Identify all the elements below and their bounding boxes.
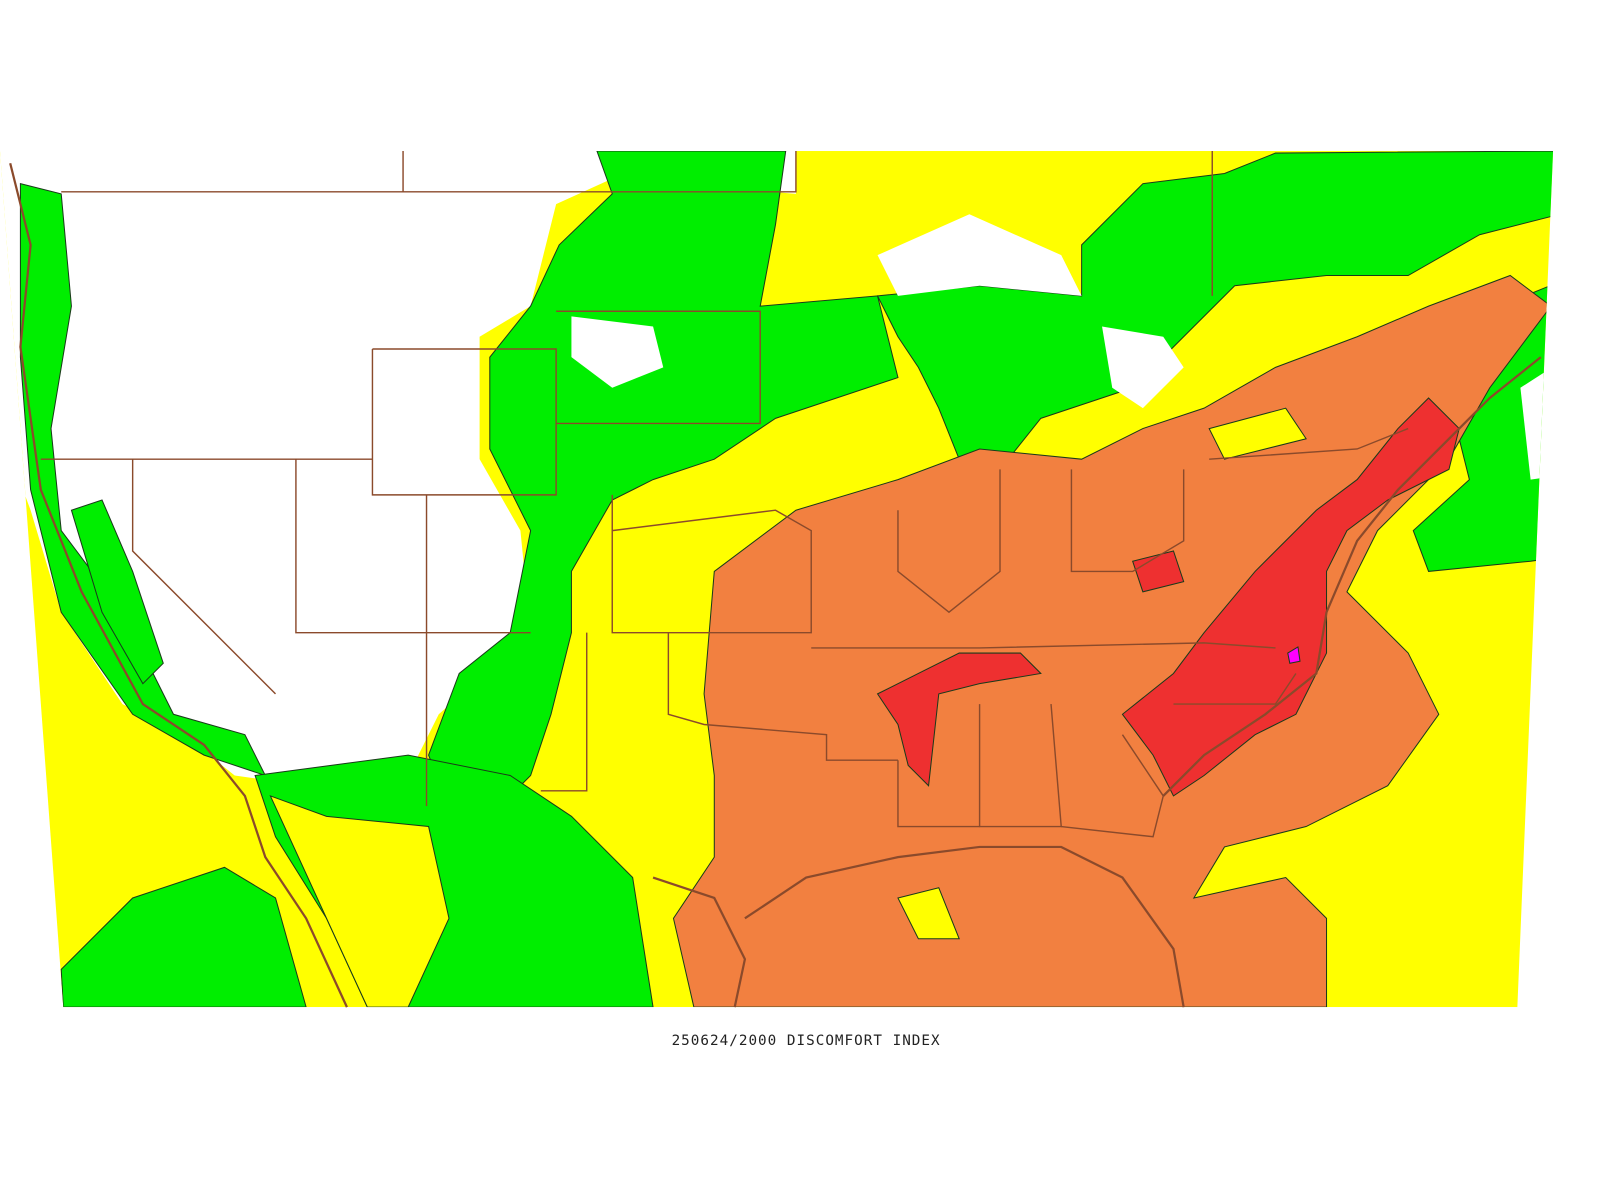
zone-yellow xyxy=(269,795,450,1008)
zone-green xyxy=(876,151,1554,470)
border xyxy=(403,151,797,193)
zone-green xyxy=(428,151,899,817)
zone-orange xyxy=(672,274,1552,1008)
zone-none xyxy=(0,151,796,786)
border xyxy=(540,632,588,792)
border xyxy=(1061,734,1165,838)
border xyxy=(611,494,812,634)
map-caption: 250624/2000 DISCOMFORT INDEX xyxy=(672,1033,941,1049)
border xyxy=(897,469,1001,614)
zone-green xyxy=(19,183,267,777)
coastline xyxy=(652,876,747,1008)
lake xyxy=(1102,326,1184,409)
border xyxy=(295,459,531,634)
zone-green xyxy=(70,499,164,685)
coastline xyxy=(744,845,1185,1008)
zone-none xyxy=(877,214,1082,296)
border xyxy=(131,459,277,695)
zone-none xyxy=(571,316,664,388)
border xyxy=(1173,673,1297,705)
zone-yellow xyxy=(897,887,960,940)
zone-green xyxy=(60,866,307,1008)
zone-none xyxy=(1520,336,1554,480)
borders xyxy=(9,151,1542,1008)
border xyxy=(556,310,761,425)
coastline xyxy=(1162,356,1542,797)
border xyxy=(978,704,1063,828)
border xyxy=(897,760,980,828)
zone-yellow xyxy=(1208,407,1307,460)
border xyxy=(667,632,898,761)
zone-red xyxy=(1121,397,1460,797)
border xyxy=(1070,469,1185,573)
border xyxy=(811,642,1276,649)
zone-magenta xyxy=(1287,646,1301,664)
coastline xyxy=(9,162,348,1008)
border xyxy=(1209,427,1409,460)
zone-red xyxy=(876,652,1042,787)
border xyxy=(371,348,557,496)
map-field xyxy=(0,151,1554,1008)
